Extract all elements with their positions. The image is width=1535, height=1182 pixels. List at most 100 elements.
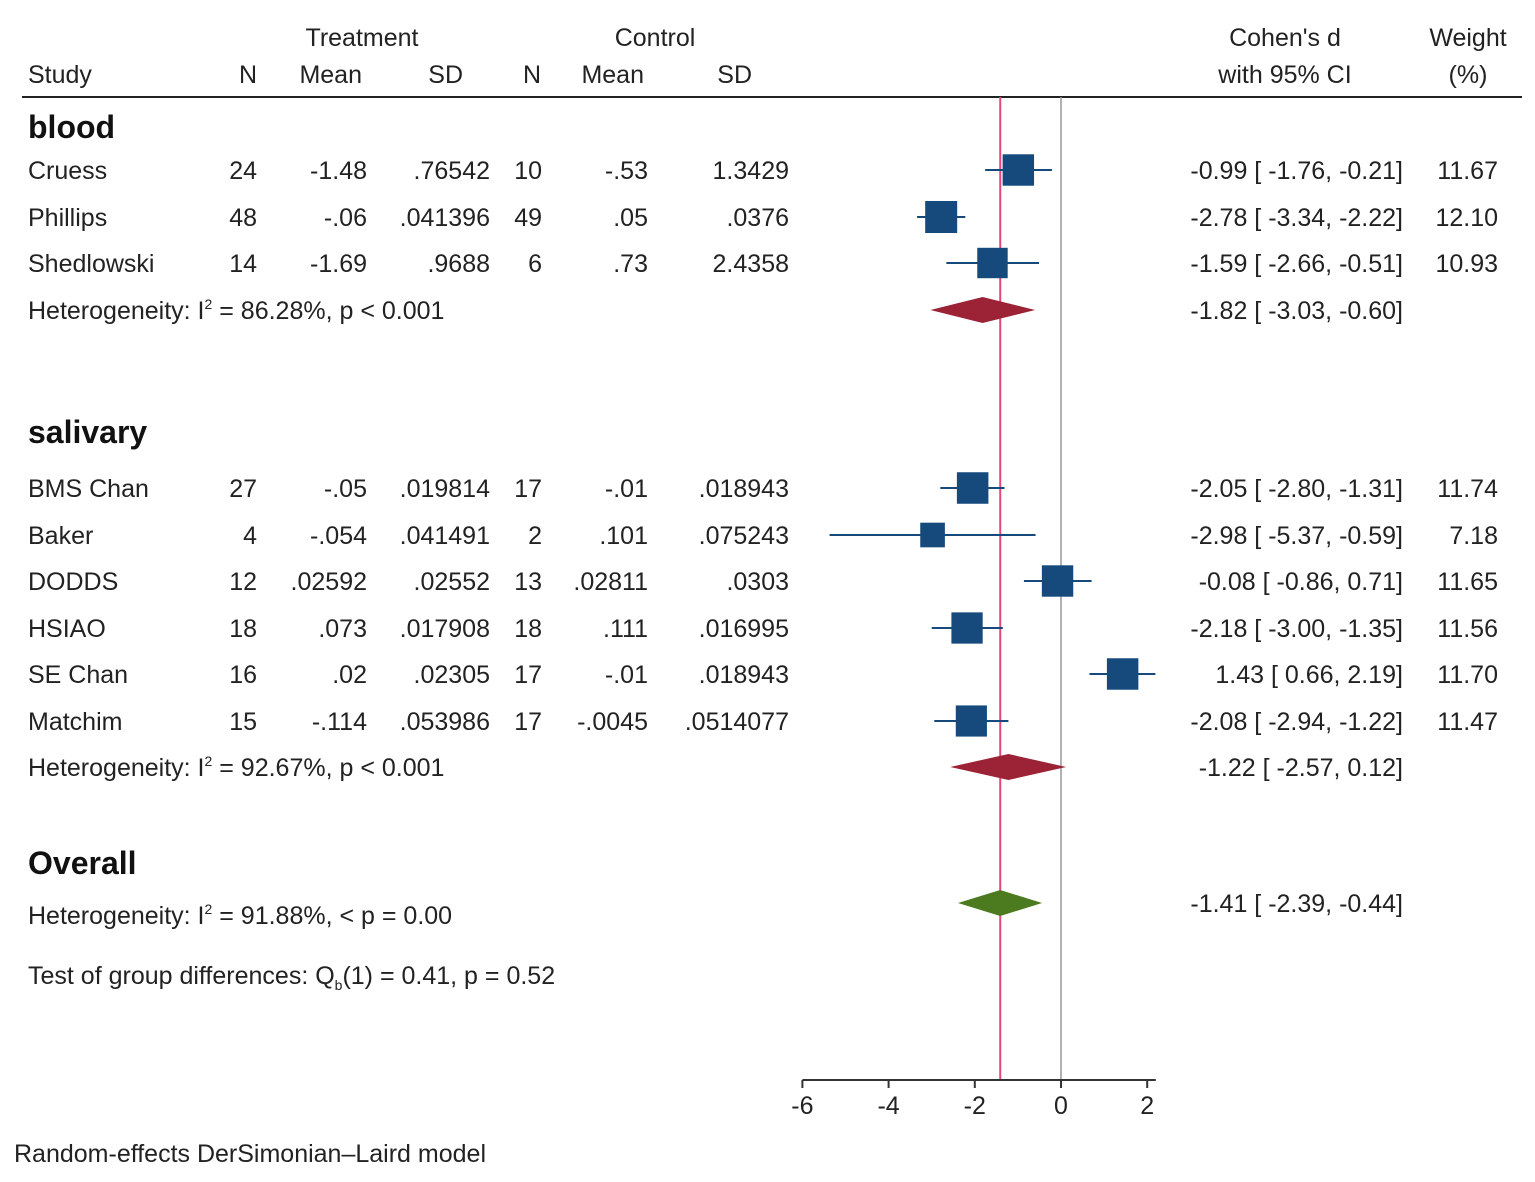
effect-ci-label: -0.99 [ -1.76, -0.21]	[1190, 157, 1403, 185]
treatment-n: 12	[229, 568, 257, 596]
weight-label: 11.67	[1437, 157, 1498, 185]
effect-ci-label: -2.08 [ -2.94, -1.22]	[1190, 708, 1403, 736]
header-effect: Cohen's d	[1229, 24, 1341, 52]
treatment-mean: -1.69	[310, 250, 367, 278]
effect-square	[977, 247, 1008, 279]
treatment-sd: .041491	[400, 522, 490, 550]
control-n: 18	[514, 615, 542, 643]
treatment-mean: -.054	[310, 522, 367, 550]
effect-ci-label: -2.05 [ -2.80, -1.31]	[1190, 475, 1403, 503]
effect-square	[1002, 154, 1035, 186]
weight-label: 12.10	[1435, 204, 1498, 232]
header-control-mean: Mean	[581, 61, 644, 89]
x-tick-label: -4	[877, 1092, 899, 1120]
treatment-sd: .053986	[400, 708, 490, 736]
study-name: BMS Chan	[28, 475, 149, 503]
effect-ci-label: -2.98 [ -5.37, -0.59]	[1190, 522, 1403, 550]
x-tick-label: -2	[964, 1092, 986, 1120]
effect-square	[951, 612, 983, 644]
effect-square	[1041, 565, 1074, 597]
effect-square	[925, 200, 958, 234]
treatment-n: 24	[229, 157, 257, 185]
weight-label: 11.56	[1437, 615, 1498, 643]
pooled-diamond	[930, 297, 1036, 323]
heterogeneity-text-suffix: = 86.28%, p < 0.001	[212, 297, 444, 325]
study-name: DODDS	[28, 568, 118, 596]
treatment-n: 18	[229, 615, 257, 643]
pooled-diamond	[950, 754, 1067, 780]
control-mean: -.01	[605, 661, 648, 689]
weight-label: 11.65	[1437, 568, 1498, 596]
effect-square	[1106, 658, 1139, 690]
x-tick-label: 0	[1054, 1092, 1068, 1120]
effect-ci-label: -2.78 [ -3.34, -2.22]	[1190, 204, 1403, 232]
treatment-mean: -.06	[324, 204, 367, 232]
test-suffix: (1) = 0.41, p = 0.52	[342, 962, 555, 990]
control-sd: .018943	[699, 475, 789, 503]
x-tick-label: 2	[1140, 1092, 1154, 1120]
control-sd: .075243	[699, 522, 789, 550]
control-mean: .101	[599, 522, 648, 550]
control-n: 6	[528, 250, 542, 278]
heterogeneity-text-sup: 2	[205, 296, 213, 312]
treatment-mean: .02	[332, 661, 367, 689]
header-control-sd: SD	[717, 61, 752, 89]
treatment-sd: .041396	[400, 204, 490, 232]
control-mean: .05	[613, 204, 648, 232]
overall-heterogeneity-text-sup: 2	[205, 901, 213, 917]
header-effect-ci: with 95% CI	[1217, 61, 1351, 89]
study-name: Shedlowski	[28, 250, 154, 278]
control-n: 49	[514, 204, 542, 232]
treatment-sd: .02305	[414, 661, 490, 689]
treatment-n: 27	[229, 475, 257, 503]
overall-ci-label: -1.41 [ -2.39, -0.44]	[1190, 890, 1403, 918]
group-title: blood	[28, 109, 115, 145]
treatment-n: 15	[229, 708, 257, 736]
effect-ci-label: -1.59 [ -2.66, -0.51]	[1190, 250, 1403, 278]
pooled-ci-label: -1.82 [ -3.03, -0.60]	[1190, 297, 1403, 325]
control-mean: .02811	[573, 568, 648, 596]
weight-label: 11.70	[1437, 661, 1498, 689]
effect-square	[955, 705, 987, 737]
treatment-n: 4	[243, 522, 257, 550]
heterogeneity-text-prefix: Heterogeneity: I	[28, 754, 205, 782]
group-difference-test: Test of group differences: Qb(1) = 0.41,…	[28, 962, 555, 993]
control-mean: .111	[603, 615, 648, 643]
effect-ci-label: -2.18 [ -3.00, -1.35]	[1190, 615, 1403, 643]
control-sd: .016995	[699, 615, 789, 643]
treatment-mean: -1.48	[310, 157, 367, 185]
treatment-mean: .02592	[291, 568, 367, 596]
test-sub: b	[335, 977, 343, 993]
treatment-sd: .9688	[427, 250, 490, 278]
treatment-n: 48	[229, 204, 257, 232]
header-weight: Weight	[1429, 24, 1506, 52]
control-n: 17	[514, 708, 542, 736]
header-treatment-n: N	[239, 61, 257, 89]
control-sd: .018943	[699, 661, 789, 689]
overall-heterogeneity-text-prefix: Heterogeneity: I	[28, 902, 205, 930]
effect-square	[920, 522, 945, 548]
overall-heterogeneity-text-suffix: = 91.88%, < p = 0.00	[212, 902, 452, 930]
study-name: SE Chan	[28, 661, 128, 689]
treatment-sd: .019814	[400, 475, 490, 503]
treatment-mean: .073	[318, 615, 367, 643]
header-treatment-sd: SD	[428, 61, 463, 89]
pooled-ci-label: -1.22 [ -2.57, 0.12]	[1199, 754, 1403, 782]
treatment-sd: .017908	[400, 615, 490, 643]
treatment-n: 14	[229, 250, 257, 278]
overall-heterogeneity-text: Heterogeneity: I2 = 91.88%, < p = 0.00	[28, 901, 452, 930]
test-prefix: Test of group differences: Q	[28, 962, 335, 990]
weight-label: 7.18	[1449, 522, 1498, 550]
header-control-n: N	[523, 61, 541, 89]
weight-label: 11.47	[1437, 708, 1498, 736]
control-n: 17	[514, 661, 542, 689]
heterogeneity-text-suffix: = 92.67%, p < 0.001	[212, 754, 444, 782]
overall-diamond	[957, 890, 1043, 916]
study-name: Matchim	[28, 708, 122, 736]
header-weight-pct: (%)	[1449, 61, 1488, 89]
x-tick-label: -6	[791, 1092, 813, 1120]
treatment-sd: .76542	[414, 157, 490, 185]
header-treatment: Treatment	[305, 24, 418, 52]
control-sd: .0376	[726, 204, 789, 232]
